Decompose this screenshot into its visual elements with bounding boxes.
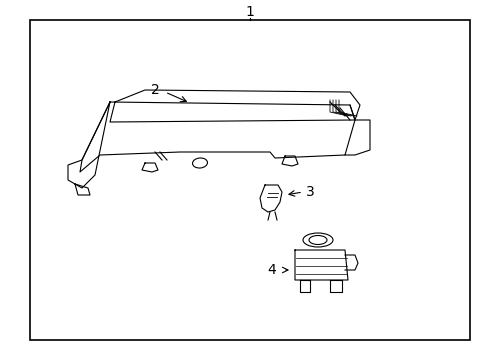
Ellipse shape (303, 233, 332, 247)
Ellipse shape (308, 235, 326, 244)
Text: 2: 2 (150, 83, 159, 97)
Bar (30, 20, 469, 340)
Text: 4: 4 (267, 263, 276, 277)
Ellipse shape (192, 158, 207, 168)
Text: 1: 1 (245, 5, 254, 19)
Text: 3: 3 (305, 185, 314, 199)
